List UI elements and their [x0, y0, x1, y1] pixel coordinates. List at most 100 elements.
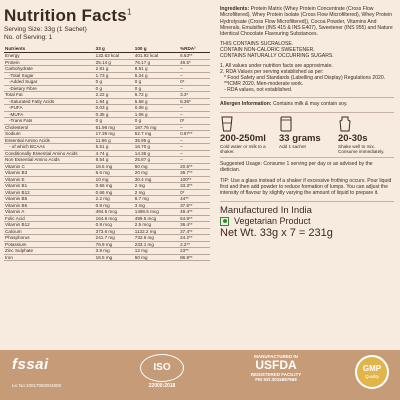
nutrient-name: Non Essential Amino Acids	[4, 156, 95, 164]
table-row: Energy 132.63 kcal 401.92 kcal 6.63**	[4, 52, 210, 60]
nutrient-value: 2.22 g	[94, 91, 134, 99]
direction-step: 33 grams Add 1 sachet	[279, 116, 335, 154]
nutrient-value: 6.6 mg	[94, 169, 134, 177]
nutrient-value: 46.5*	[179, 59, 210, 66]
table-row: Vitamin B12 0.66 mg 2 mg 0*	[4, 189, 210, 196]
tip: TIP: Use a glass instead of a shaker if …	[220, 177, 392, 197]
nutrient-value: –	[179, 137, 210, 144]
table-row: Iron 16.5 mg 50 mg 86.8**	[4, 254, 210, 261]
direction-step: 20-30s Shake well to mix. Consume immedi…	[338, 116, 394, 154]
nutrient-value: 2 mg	[133, 182, 180, 190]
veg-mark-icon	[220, 216, 229, 226]
nutrient-value: 36.4**	[179, 221, 210, 229]
iso-standard: 22000:2018	[148, 383, 176, 389]
nutrient-name: Vitamin B1	[4, 182, 95, 190]
notices: THIS CONTAINS SUCRALOSE. CONTAIN NON-CAL…	[220, 41, 394, 59]
table-row: -PUFA 0.03 g 0.08 g –	[4, 104, 210, 112]
col-header: Nutrients	[4, 45, 95, 53]
nutrient-value: 37.4**	[179, 228, 210, 235]
nutrient-value: 24.2**	[179, 234, 210, 242]
nutrient-value: 61.96 mg	[94, 124, 134, 131]
nutrient-name: Zinc Sulphate	[4, 247, 95, 255]
nutrient-value: 36.7**	[179, 169, 210, 177]
iso-logo: ISO	[140, 354, 184, 382]
suggested-usage: Suggested Usage: Consume 1 serving per d…	[220, 161, 373, 174]
table-row: -Total Sugar 1.73 g 5.24 g –	[4, 72, 210, 79]
nutrient-value: 35.95 g	[133, 137, 180, 144]
footnote: 1. All values under nutrition facts are …	[220, 63, 333, 70]
table-row: Vitamin C 16.5 mg 50 mg 20.6**	[4, 163, 210, 170]
nutrient-value: 0 g	[133, 85, 180, 92]
nutrient-value: –	[179, 111, 210, 118]
notice: CONTAINS NATURALLY OCCURRING SUGARS.	[220, 53, 334, 60]
nutrient-name: Phosphorus	[4, 234, 95, 242]
nutrient-value: 3.9 mg	[94, 247, 134, 255]
nutrient-value: 16.70 g	[133, 143, 180, 151]
fssai-logo: fssai	[12, 356, 49, 373]
col-header: 100 g	[133, 45, 180, 53]
direction-step: 200-250ml Cold water or milk to a shaker…	[220, 116, 276, 154]
nutrient-value: 732.6 mg	[133, 234, 180, 242]
nutrient-name: Vitamin B3	[4, 169, 95, 177]
table-row: Conditionally Essential Amino Acids 4.74 …	[4, 150, 210, 157]
nutrient-name: Vitamin A	[4, 208, 95, 216]
nutrient-value: 164.8 mcg	[94, 215, 134, 222]
nutrient-value: 0*	[179, 117, 210, 125]
nutrient-value: –	[179, 104, 210, 112]
nutrient-value: 0 g	[133, 78, 180, 86]
nutrient-value: 50 mg	[133, 254, 180, 261]
nutrient-value: 33.3**	[179, 182, 210, 190]
table-row: Cholesterol 61.96 mg 187.76 mg –	[4, 124, 210, 131]
ingredients: Ingredients: Protein Matrix (Whey Protei…	[220, 6, 393, 38]
nutrient-value: 0.66 mg	[94, 182, 134, 190]
made-in: Manufactured In India	[220, 204, 312, 216]
nutrient-name: Total Fat	[4, 91, 95, 99]
veg-label: Vegetarian Product	[220, 217, 394, 226]
glass-icon	[221, 116, 233, 132]
nutrient-value: 1.84 g	[94, 98, 134, 105]
nutrient-value: 16.5 mg	[94, 163, 134, 170]
nutrient-value: 23**	[179, 247, 210, 255]
nutrient-name: -Dietary Fibre	[4, 85, 95, 92]
nutrient-value: 2.2**	[179, 241, 210, 248]
nutrient-value: 0.9 mg	[94, 202, 134, 209]
table-row: -MUFA 0.35 g 1.06 g –	[4, 111, 210, 118]
col-header: 33 g	[94, 45, 134, 53]
nutrient-name: -Total Sugar	[4, 72, 95, 79]
nutrient-name: -Saturated Fatty Acids	[4, 98, 95, 105]
table-row: Vitamin B5 2.2 mg 6.7 mg 44**	[4, 195, 210, 203]
nutrient-name: -PUFA	[4, 104, 95, 112]
table-row: Non Essential Amino Acids 8.54 g 25.87 g –	[4, 156, 210, 164]
nutrient-value: 0*	[179, 78, 210, 86]
divider	[220, 200, 394, 202]
nutrient-name: Carbohydrate	[4, 65, 95, 73]
nutrient-name: Vitamin B5	[4, 195, 95, 203]
serving-size: Serving Size: 33g (1 Sachet)	[4, 26, 87, 33]
footnote: **ICMR 2020, Men-moderate work.	[224, 81, 304, 88]
nutrient-value: 12 mg	[133, 247, 180, 255]
nutrient-value: 373.6 mg	[94, 228, 134, 235]
nutrient-name: Essential Amino Acids	[4, 137, 95, 144]
nutrient-name: Conditionally Essential Amino Acids	[4, 150, 95, 157]
divider	[220, 157, 394, 159]
table-row: Total Fat 2.22 g 6.72 g 3.3*	[4, 91, 210, 99]
nutrition-title: Nutrition Facts1	[4, 6, 132, 25]
table-row: Vitamin B6 0.9 mg 3 mg 37.5**	[4, 202, 210, 209]
nutrient-value: 0.35 g	[94, 111, 134, 118]
nutrient-value: 37.5**	[179, 202, 210, 209]
nutrient-value: –	[179, 150, 210, 157]
nutrient-value: 5.51 g	[94, 143, 134, 151]
table-row: - of which BCAAs 5.51 g 16.70 g –	[4, 143, 210, 151]
nutrient-value: 25.14 g	[94, 59, 134, 66]
nutrient-value: 3 mg	[133, 202, 180, 209]
nutrient-value: 52.7 mg	[133, 130, 180, 138]
divider	[220, 111, 394, 113]
nutrient-value: 100**	[179, 176, 210, 183]
nutrient-value: 1.73 g	[94, 72, 134, 79]
nutrient-value: 0.87**	[179, 130, 210, 138]
notice: CONTAIN NON-CALORIC SWEETENER.	[220, 47, 315, 54]
table-row: Potassium 76.9 mg 233.1 mg 2.2**	[4, 241, 210, 248]
table-row: Carbohydrate 2.81 g 8.51 g –	[4, 65, 210, 73]
nutrient-name: -Added Sugar	[4, 78, 95, 86]
nutrient-value: –	[179, 85, 210, 92]
